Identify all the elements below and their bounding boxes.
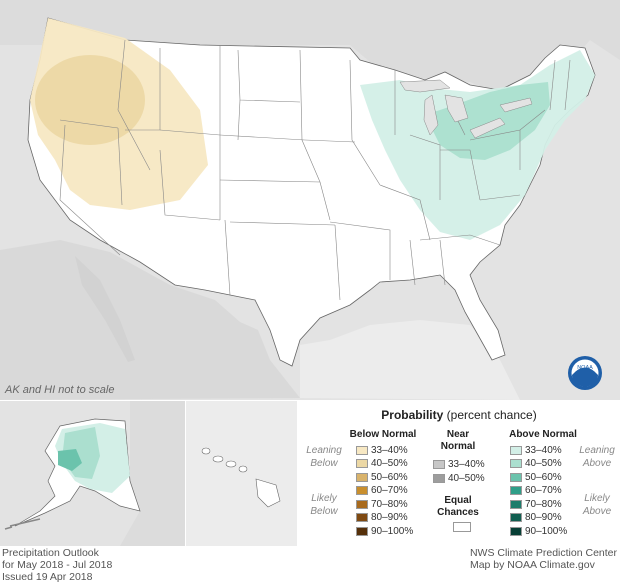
alaska-inset [0, 401, 185, 546]
above-normal-swatch [510, 459, 522, 468]
outlook-title: Precipitation Outlook [2, 547, 99, 559]
near-normal-swatch [433, 473, 445, 483]
below-normal-swatch-label: 60–70% [371, 485, 408, 496]
below-normal-legend-item: 60–70% [356, 485, 408, 497]
above-normal-legend-item: 60–70% [510, 485, 562, 497]
below-normal-heading: Below Normal [349, 429, 417, 440]
above-normal-legend-item: 50–60% [510, 471, 562, 483]
leaning-above-label: Leaning Above [579, 445, 615, 469]
gulf-of-mexico [300, 320, 520, 400]
below-normal-swatch [356, 472, 368, 482]
above-normal-swatch-label: 90–100% [525, 525, 568, 537]
outlook-period: for May 2018 - Jul 2018 [2, 559, 113, 571]
above-normal-legend-item: 80–90% [510, 512, 562, 524]
alaska-above-likely [58, 449, 82, 471]
noaa-logo: NOAA [568, 356, 602, 390]
below-normal-legend-item: 33–40% [356, 444, 408, 456]
source-credit: NWS Climate Prediction Center [469, 547, 617, 559]
near-normal-swatch [433, 459, 445, 469]
above-normal-swatch [510, 513, 522, 522]
below-normal-swatch-label: 33–40% [371, 444, 408, 456]
below-normal-swatch-label: 40–50% [371, 458, 408, 469]
near-normal-legend-item: 40–50% [433, 472, 485, 484]
below-normal-swatch [356, 459, 368, 468]
above-normal-legend-item: 33–40% [510, 444, 562, 456]
below-normal-legend-item: 90–100% [356, 525, 413, 537]
above-normal-swatch [510, 486, 522, 495]
below-normal-legend-item: 40–50% [356, 458, 408, 470]
above-normal-legend-item: 40–50% [510, 458, 562, 470]
below-normal-swatch [356, 513, 368, 522]
legend: Probability (percent chance) Below Norma… [298, 401, 620, 546]
below-normal-legend-item: 50–60% [356, 471, 408, 483]
scale-note: AK and HI not to scale [5, 384, 115, 396]
equal-chances-heading: Equal Chances [437, 495, 479, 518]
leaning-below-label: Leaning Below [306, 445, 342, 469]
likely-above-label: Likely Above [582, 493, 612, 517]
map-credit: Map by NOAA Climate.gov [469, 559, 595, 571]
above-normal-swatch-label: 50–60% [525, 471, 562, 483]
above-normal-swatch [510, 499, 522, 509]
hawaii-inset [186, 401, 297, 546]
above-normal-swatch-label: 33–40% [525, 444, 562, 456]
great-lakes [399, 79, 533, 139]
above-normal-swatch-label: 70–80% [525, 498, 562, 510]
near-normal-legend-item: 33–40% [433, 458, 485, 470]
near-normal-swatch-label: 33–40% [448, 458, 485, 470]
above-normal-swatch [510, 445, 522, 455]
near-normal-swatch-label: 40–50% [448, 472, 485, 484]
above-normal-swatch-label: 80–90% [525, 512, 562, 523]
above-normal-swatch-label: 40–50% [525, 458, 562, 469]
state-borders [59, 39, 571, 301]
above-normal-legend-item: 90–100% [510, 525, 567, 537]
below-normal-swatch-label: 80–90% [371, 512, 408, 523]
above-normal-swatch [510, 526, 522, 536]
credit-caption: NWS Climate Prediction Center Map by NOA… [470, 547, 617, 571]
below-normal-swatch [356, 486, 368, 495]
baja-peninsula [75, 256, 135, 362]
below-normal-swatch [356, 499, 368, 509]
canada-yukon [120, 401, 185, 546]
below-normal-swatch [356, 445, 368, 455]
above-normal-heading: Above Normal [509, 429, 577, 440]
below-normal-region-core [35, 55, 145, 145]
below-normal-swatch [356, 526, 368, 536]
below-normal-swatch-label: 70–80% [371, 498, 408, 510]
above-normal-swatch [510, 472, 522, 482]
aleutian-islands [4, 518, 41, 530]
legend-title: Probability (percent chance) [381, 408, 537, 422]
likely-below-label: Likely Below [310, 493, 338, 517]
below-normal-swatch-label: 90–100% [371, 525, 414, 537]
outlook-caption: Precipitation Outlook for May 2018 - Jul… [2, 547, 112, 583]
above-normal-swatch-label: 60–70% [525, 485, 562, 496]
near-normal-heading: Near Normal [440, 429, 476, 452]
hawaii-islands [201, 447, 281, 508]
conus-map: NOAA [0, 0, 620, 400]
mexico-land [0, 240, 300, 400]
below-normal-legend-item: 80–90% [356, 512, 408, 524]
issued-date: Issued 19 Apr 2018 [2, 571, 93, 583]
canada-land [0, 0, 620, 95]
svg-text:NOAA: NOAA [577, 365, 593, 371]
above-normal-legend-item: 70–80% [510, 498, 562, 510]
below-normal-legend-item: 70–80% [356, 498, 408, 510]
equal-chances-swatch [453, 522, 471, 532]
below-normal-swatch-label: 50–60% [371, 471, 408, 483]
